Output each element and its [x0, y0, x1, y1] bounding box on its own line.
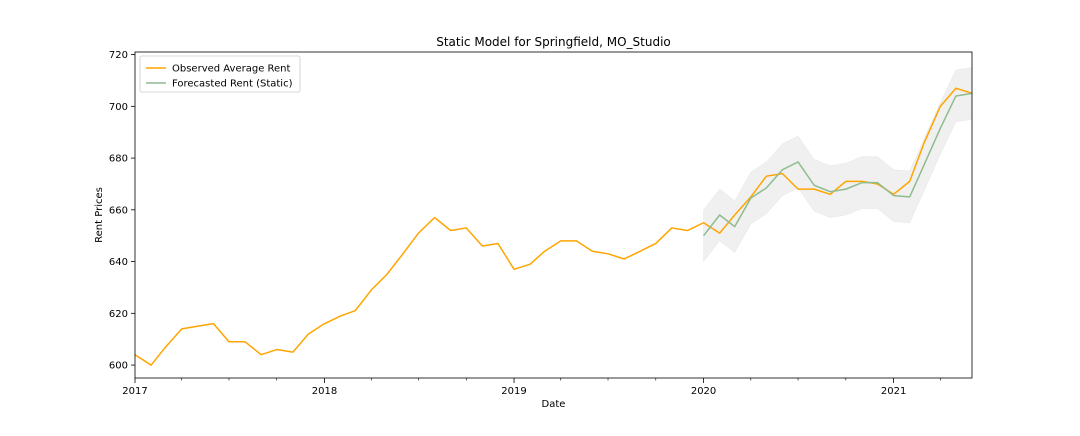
observed-rent-line [134, 87, 973, 366]
x-axis-label: Date [542, 399, 566, 410]
y-axis-label: Rent Prices [94, 187, 105, 243]
forecasted-rent-line [702, 92, 973, 237]
series-layer [134, 87, 973, 366]
chart-title: Static Model for Springfield, MO_Studio [436, 35, 671, 49]
legend-entry: Observed Average Rent [172, 64, 291, 75]
y-tick-label: 660 [109, 205, 128, 216]
legend-entry: Forecasted Rent (Static) [172, 79, 293, 90]
x-axis: 2017 2018 2019 2020 2021 [122, 378, 941, 397]
y-tick-label: 700 [109, 102, 128, 113]
y-axis: 600 620 640 660 680 700 720 [109, 50, 135, 372]
y-tick-label: 600 [109, 361, 128, 372]
y-tick-label: 620 [109, 309, 128, 320]
plot-frame [134, 51, 973, 379]
legend-box [139, 55, 301, 93]
x-tick-label: 2020 [691, 386, 716, 397]
y-tick-label: 680 [109, 154, 128, 165]
x-tick-label: 2018 [312, 386, 337, 397]
x-tick-label: 2019 [501, 386, 526, 397]
x-tick-label: 2017 [122, 386, 147, 397]
y-tick-label: 640 [109, 257, 128, 268]
y-tick-label: 720 [109, 50, 128, 61]
legend: Observed Average Rent Forecasted Rent (St… [139, 55, 301, 93]
x-tick-label: 2021 [881, 386, 906, 397]
